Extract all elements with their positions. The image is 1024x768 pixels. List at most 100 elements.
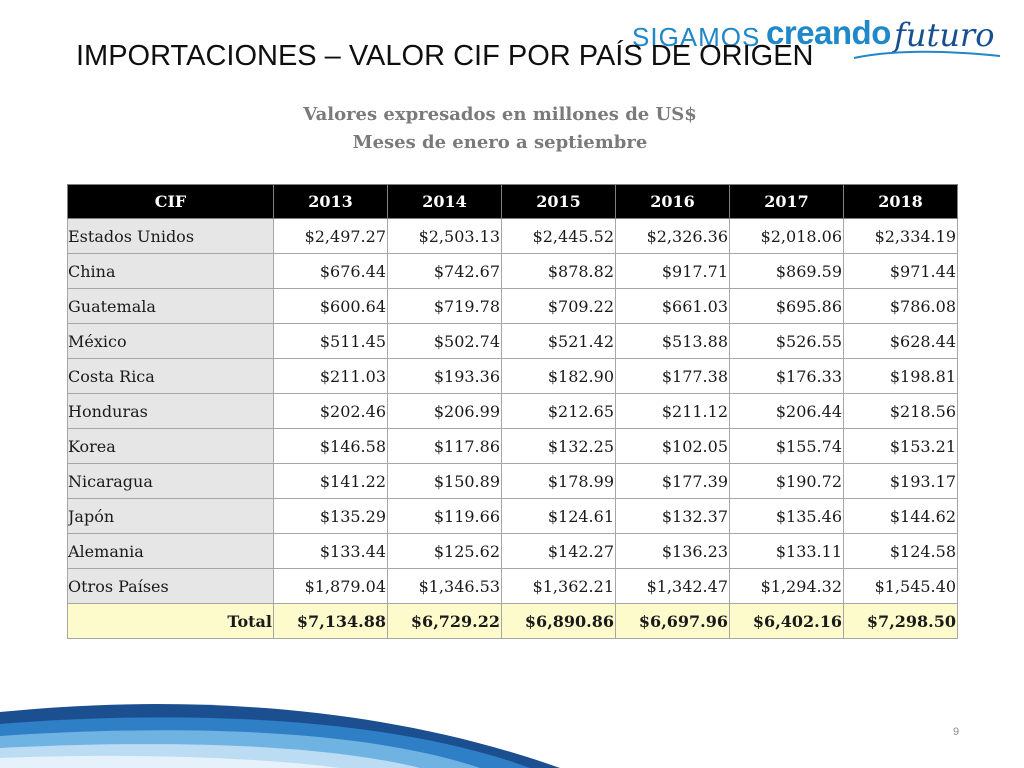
value-cell: $206.99	[387, 393, 502, 429]
logo-wave-icon	[853, 50, 1001, 59]
total-value-cell: $6,402.16	[729, 603, 844, 639]
value-cell: $971.44	[843, 253, 958, 289]
value-cell: $502.74	[387, 323, 502, 359]
logo-text-futuro: futuro	[894, 16, 995, 54]
total-value-cell: $7,298.50	[843, 603, 958, 639]
value-cell: $198.81	[843, 358, 958, 394]
value-cell: $178.99	[501, 463, 616, 499]
value-cell: $2,497.27	[273, 218, 388, 254]
value-cell: $133.44	[273, 533, 388, 569]
value-cell: $917.71	[615, 253, 730, 289]
value-cell: $1,294.32	[729, 568, 844, 604]
value-cell: $124.58	[843, 533, 958, 569]
value-cell: $132.37	[615, 498, 730, 534]
value-cell: $102.05	[615, 428, 730, 464]
value-cell: $212.65	[501, 393, 616, 429]
country-cell: Nicaragua	[67, 463, 274, 499]
value-cell: $600.64	[273, 288, 388, 324]
page-number: 9	[952, 726, 960, 738]
table-row: México $511.45 $502.74 $521.42 $513.88 $526.5…	[67, 323, 958, 359]
value-cell: $676.44	[273, 253, 388, 289]
value-cell: $177.38	[615, 358, 730, 394]
table-row: Japón $135.29 $119.66 $124.61 $132.37 $135.46…	[67, 498, 958, 534]
value-cell: $511.45	[273, 323, 388, 359]
value-cell: $190.72	[729, 463, 844, 499]
value-cell: $628.44	[843, 323, 958, 359]
value-cell: $878.82	[501, 253, 616, 289]
value-cell: $144.62	[843, 498, 958, 534]
value-cell: $133.11	[729, 533, 844, 569]
total-value-cell: $7,134.88	[273, 603, 388, 639]
total-value-cell: $6,697.96	[615, 603, 730, 639]
country-cell: Otros Países	[67, 568, 274, 604]
column-header: 2015	[501, 184, 616, 219]
country-cell: Costa Rica	[67, 358, 274, 394]
slide-title: IMPORTACIONES – VALOR CIF POR PAÍS DE OR…	[76, 40, 814, 72]
column-header: 2017	[729, 184, 844, 219]
brand-logo: SIGAMOS creando futuro	[632, 8, 1016, 64]
country-cell: Guatemala	[67, 288, 274, 324]
cif-table: CIF 2013 2014 2015 2016 2017 2018 Estado…	[67, 184, 958, 639]
country-cell: China	[67, 253, 274, 289]
table-body: Estados Unidos $2,497.27 $2,503.13 $2,445.5…	[67, 218, 958, 639]
value-cell: $146.58	[273, 428, 388, 464]
value-cell: $521.42	[501, 323, 616, 359]
total-row: Total $7,134.88 $6,729.22 $6,890.86 $6,697.9…	[67, 603, 958, 639]
table-row: Alemania $133.44 $125.62 $142.27 $136.23 $133…	[67, 533, 958, 569]
table-row: Nicaragua $141.22 $150.89 $178.99 $177.39 $19…	[67, 463, 958, 499]
value-cell: $211.12	[615, 393, 730, 429]
value-cell: $182.90	[501, 358, 616, 394]
value-cell: $135.46	[729, 498, 844, 534]
value-cell: $1,342.47	[615, 568, 730, 604]
value-cell: $202.46	[273, 393, 388, 429]
value-cell: $124.61	[501, 498, 616, 534]
value-cell: $742.67	[387, 253, 502, 289]
country-cell: Estados Unidos	[67, 218, 274, 254]
value-cell: $1,879.04	[273, 568, 388, 604]
table-row: China $676.44 $742.67 $878.82 $917.71 $869.59…	[67, 253, 958, 289]
value-cell: $135.29	[273, 498, 388, 534]
country-cell: Alemania	[67, 533, 274, 569]
column-header: 2016	[615, 184, 730, 219]
country-cell: México	[67, 323, 274, 359]
value-cell: $155.74	[729, 428, 844, 464]
value-cell: $1,545.40	[843, 568, 958, 604]
country-cell: Japón	[67, 498, 274, 534]
table-row: Korea $146.58 $117.86 $132.25 $102.05 $155.74…	[67, 428, 958, 464]
value-cell: $141.22	[273, 463, 388, 499]
value-cell: $206.44	[729, 393, 844, 429]
subtitle-period: Meses de enero a septiembre	[352, 132, 648, 153]
value-cell: $709.22	[501, 288, 616, 324]
table-row: Honduras $202.46 $206.99 $212.65 $211.12 $206…	[67, 393, 958, 429]
value-cell: $661.03	[615, 288, 730, 324]
value-cell: $125.62	[387, 533, 502, 569]
value-cell: $211.03	[273, 358, 388, 394]
value-cell: $869.59	[729, 253, 844, 289]
logo-text-creando: creando	[766, 14, 891, 51]
table-row: Guatemala $600.64 $719.78 $709.22 $661.03 $69…	[67, 288, 958, 324]
value-cell: $193.36	[387, 358, 502, 394]
value-cell: $193.17	[843, 463, 958, 499]
table-header-row: CIF 2013 2014 2015 2016 2017 2018	[67, 184, 958, 219]
logo-text-sigamos: SIGAMOS	[632, 22, 761, 52]
value-cell: $176.33	[729, 358, 844, 394]
value-cell: $786.08	[843, 288, 958, 324]
value-cell: $150.89	[387, 463, 502, 499]
value-cell: $2,503.13	[387, 218, 502, 254]
value-cell: $218.56	[843, 393, 958, 429]
value-cell: $177.39	[615, 463, 730, 499]
value-cell: $2,018.06	[729, 218, 844, 254]
value-cell: $719.78	[387, 288, 502, 324]
table-row: Costa Rica $211.03 $193.36 $182.90 $177.38 $1…	[67, 358, 958, 394]
total-value-cell: $6,890.86	[501, 603, 616, 639]
value-cell: $153.21	[843, 428, 958, 464]
value-cell: $2,334.19	[843, 218, 958, 254]
value-cell: $136.23	[615, 533, 730, 569]
value-cell: $526.55	[729, 323, 844, 359]
value-cell: $2,445.52	[501, 218, 616, 254]
column-header: CIF	[67, 184, 274, 219]
table-row: Estados Unidos $2,497.27 $2,503.13 $2,445.5…	[67, 218, 958, 254]
value-cell: $513.88	[615, 323, 730, 359]
subtitle-units: Valores expresados en millones de US$	[303, 104, 697, 125]
value-cell: $117.86	[387, 428, 502, 464]
